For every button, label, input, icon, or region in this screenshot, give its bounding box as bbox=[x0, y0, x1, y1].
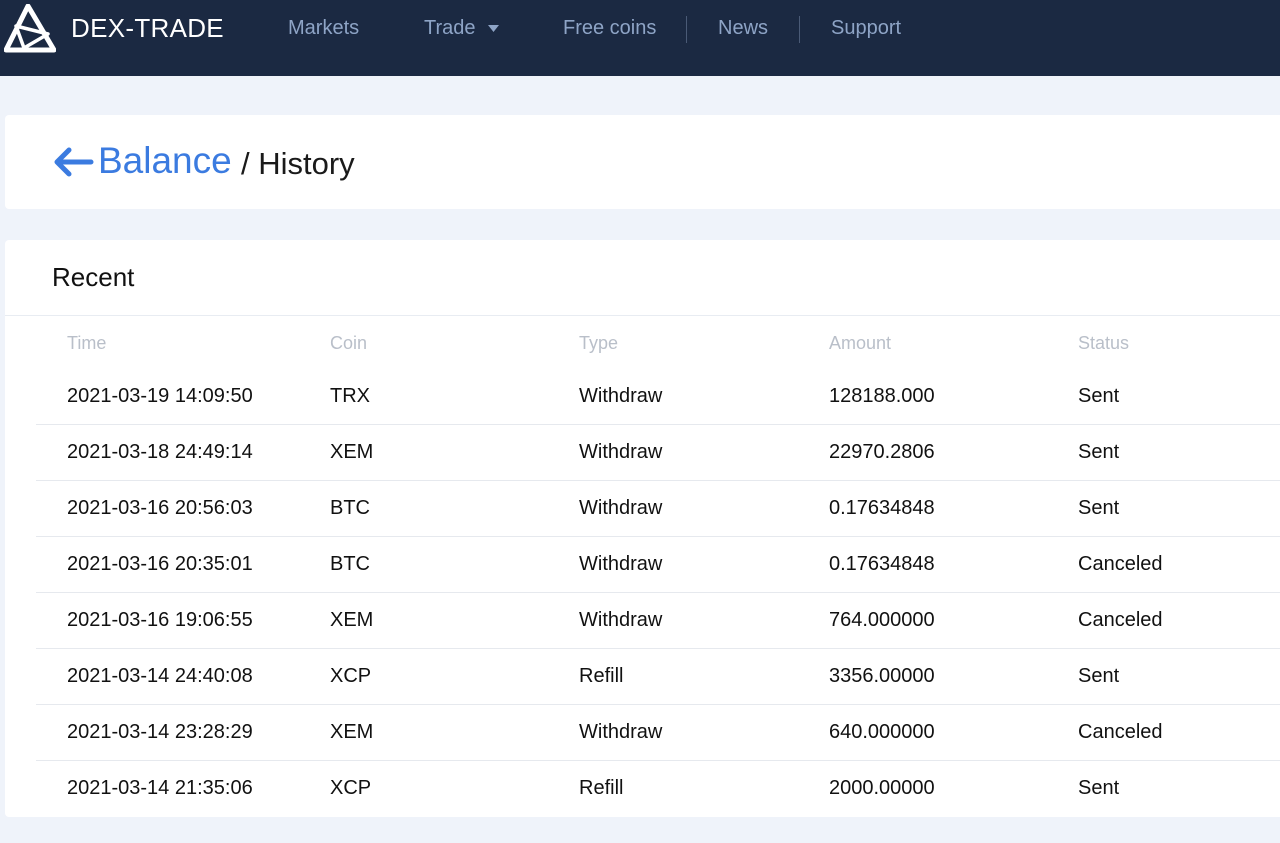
cell-coin: TRX bbox=[330, 385, 370, 407]
nav-divider bbox=[799, 16, 800, 43]
cell-status: Canceled bbox=[1078, 609, 1163, 631]
section-title: Recent bbox=[52, 262, 135, 292]
cell-coin: BTC bbox=[330, 553, 370, 575]
cell-amount: 2000.00000 bbox=[829, 777, 935, 799]
cell-coin: XCP bbox=[330, 665, 372, 687]
breadcrumb-card: Balance / History bbox=[5, 115, 1280, 209]
nav-markets[interactable]: Markets bbox=[288, 17, 360, 39]
nav-trade[interactable]: Trade bbox=[424, 17, 499, 40]
cell-type: Withdraw bbox=[579, 553, 663, 575]
table-row: 2021-03-19 14:09:50 TRX Withdraw 128188.000… bbox=[36, 369, 1280, 425]
cell-amount: 22970.2806 bbox=[829, 441, 935, 463]
cell-status: Canceled bbox=[1078, 721, 1163, 743]
table-row: 2021-03-16 19:06:55 XEM Withdraw 764.000000… bbox=[36, 593, 1280, 649]
column-header-amount: Amount bbox=[829, 333, 892, 353]
column-header-status: Status bbox=[1078, 333, 1130, 353]
cell-amount: 640.000000 bbox=[829, 721, 935, 743]
cell-amount: 0.17634848 bbox=[829, 497, 935, 519]
cell-type: Withdraw bbox=[579, 609, 663, 631]
cell-coin: XCP bbox=[330, 777, 372, 799]
cell-status: Sent bbox=[1078, 665, 1120, 687]
nav-free-coins[interactable]: Free coins bbox=[563, 17, 657, 39]
cell-coin: BTC bbox=[330, 497, 370, 519]
cell-coin: XEM bbox=[330, 441, 374, 463]
cell-status: Sent bbox=[1078, 385, 1120, 407]
cell-time: 2021-03-18 24:49:14 bbox=[67, 441, 253, 463]
cell-status: Sent bbox=[1078, 777, 1120, 799]
cell-time: 2021-03-16 20:56:03 bbox=[67, 497, 253, 519]
nav-trade-label: Trade bbox=[424, 17, 476, 39]
cell-amount: 764.000000 bbox=[829, 609, 935, 631]
cell-time: 2021-03-19 14:09:50 bbox=[67, 385, 253, 407]
cell-amount: 0.17634848 bbox=[829, 553, 935, 575]
column-header-time: Time bbox=[67, 333, 107, 353]
cell-type: Withdraw bbox=[579, 385, 663, 407]
cell-time: 2021-03-14 21:35:06 bbox=[67, 777, 253, 799]
top-navigation-bar: DEX-TRADE Markets Trade Free coins News … bbox=[0, 0, 1280, 76]
table-row: 2021-03-14 24:40:08 XCP Refill 3356.00000 Se… bbox=[36, 649, 1280, 705]
nav-divider bbox=[686, 16, 687, 43]
table-row: 2021-03-14 21:35:06 XCP Refill 2000.00000 Se… bbox=[36, 761, 1280, 817]
table-row: 2021-03-18 24:49:14 XEM Withdraw 22970.2806… bbox=[36, 425, 1280, 481]
cell-coin: XEM bbox=[330, 721, 374, 743]
nav-news[interactable]: News bbox=[718, 17, 769, 39]
section-divider bbox=[5, 315, 1280, 316]
cell-time: 2021-03-14 23:28:29 bbox=[67, 721, 253, 743]
cell-status: Sent bbox=[1078, 441, 1120, 463]
table-row: 2021-03-14 23:28:29 XEM Withdraw 640.000000… bbox=[36, 705, 1280, 761]
breadcrumb-current: / History bbox=[241, 146, 355, 181]
column-header-type: Type bbox=[579, 333, 619, 353]
cell-status: Sent bbox=[1078, 497, 1120, 519]
chevron-down-icon bbox=[487, 25, 499, 33]
cell-type: Withdraw bbox=[579, 441, 663, 463]
nav-support[interactable]: Support bbox=[831, 17, 902, 39]
table-row: 2021-03-16 20:56:03 BTC Withdraw 0.17634848… bbox=[36, 481, 1280, 537]
breadcrumb-balance-link[interactable]: Balance bbox=[98, 140, 232, 181]
column-header-coin: Coin bbox=[330, 333, 368, 353]
cell-amount: 3356.00000 bbox=[829, 665, 935, 687]
cell-time: 2021-03-14 24:40:08 bbox=[67, 665, 253, 687]
recent-history-card: Recent Time Coin Type Amount Status 2021… bbox=[5, 240, 1280, 817]
cell-type: Refill bbox=[579, 665, 624, 687]
cell-type: Withdraw bbox=[579, 721, 663, 743]
back-arrow-icon[interactable] bbox=[52, 146, 94, 178]
cell-coin: XEM bbox=[330, 609, 374, 631]
cell-type: Withdraw bbox=[579, 497, 663, 519]
brand-name[interactable]: DEX-TRADE bbox=[71, 13, 224, 43]
cell-type: Refill bbox=[579, 777, 624, 799]
dex-trade-logo-icon[interactable] bbox=[4, 4, 56, 54]
cell-time: 2021-03-16 19:06:55 bbox=[67, 609, 253, 631]
cell-status: Canceled bbox=[1078, 553, 1163, 575]
cell-time: 2021-03-16 20:35:01 bbox=[67, 553, 253, 575]
cell-amount: 128188.000 bbox=[829, 385, 935, 407]
table-row: 2021-03-16 20:35:01 BTC Withdraw 0.17634848… bbox=[36, 537, 1280, 593]
